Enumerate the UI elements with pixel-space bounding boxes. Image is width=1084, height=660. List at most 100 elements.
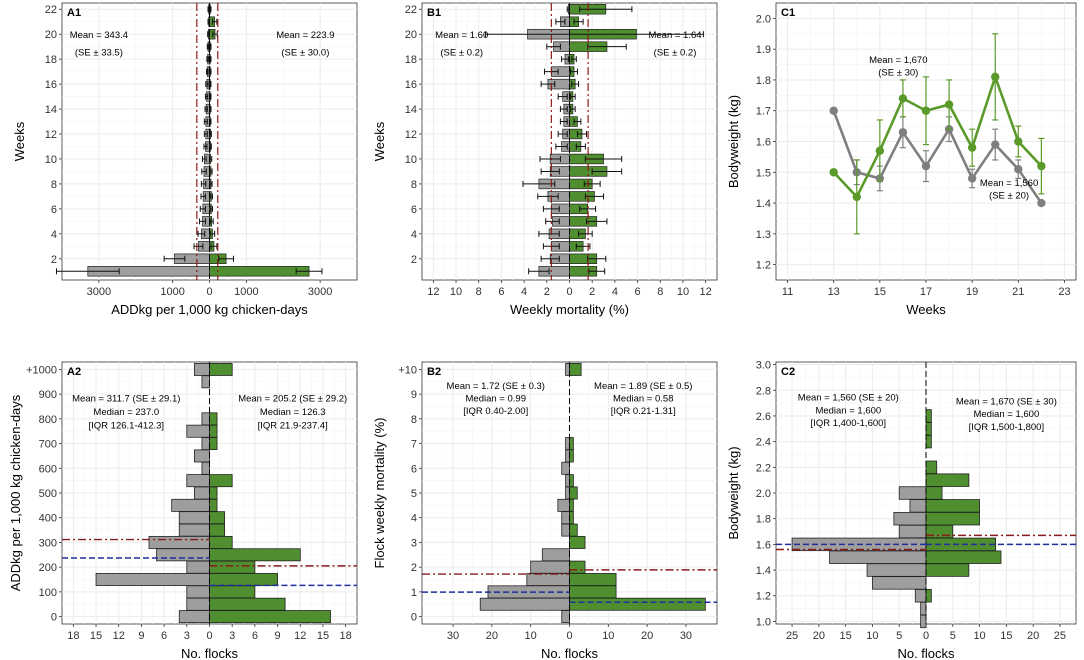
- histogram-bar-right: [925, 486, 943, 500]
- x-tick-label: 5: [950, 630, 956, 642]
- x-tick-label: 1000: [160, 286, 184, 298]
- x-tick-label: 30: [680, 630, 692, 642]
- histogram-bar-right: [569, 560, 586, 574]
- panel-a2: 18 15 12 9 6 3 0 3 6 9 12 15 18 0 100 200 300 400 500 600 70…: [8, 361, 358, 660]
- x-tick-label: 20: [486, 630, 498, 642]
- x-tick-label: 11: [782, 286, 793, 298]
- x-tick-label: 1000: [234, 286, 258, 298]
- x-tick-label: 25: [1054, 630, 1066, 642]
- histogram-bar-left: [898, 486, 927, 500]
- y-tick-label: 400: [39, 513, 57, 525]
- histogram-bar-right: [569, 523, 578, 537]
- y-axis-title: ADDkg per 1,000 kg chicken-days: [8, 394, 23, 591]
- x-tick-label: 10: [602, 630, 614, 642]
- histogram-bar-left: [186, 424, 210, 438]
- histogram-bar-left: [186, 597, 210, 611]
- histogram-bar-right: [209, 511, 226, 525]
- x-tick-label: 13: [828, 286, 840, 298]
- y-tick-label: 0: [411, 612, 417, 624]
- y-tick-label: 2: [411, 254, 417, 266]
- x-tick-label: 3000: [308, 286, 332, 298]
- y-tick-label: 2: [51, 254, 57, 266]
- y-tick-label: 20: [45, 29, 57, 41]
- y-tick-label: 1.3: [756, 229, 771, 241]
- data-point-green: [898, 94, 908, 103]
- x-tick-label: 10: [866, 630, 878, 642]
- histogram-bar-right: [569, 573, 617, 586]
- y-tick-label: 600: [39, 463, 57, 475]
- annotation: (SE ± 0.2): [654, 47, 697, 58]
- x-axis-title: No. flocks: [541, 646, 599, 660]
- histogram-bar-right: [209, 535, 233, 549]
- histogram-bar-left: [201, 375, 210, 389]
- y-tick-label: 1.5: [756, 167, 771, 179]
- y-tick-label: 2.0: [756, 13, 771, 25]
- data-point-grey: [967, 174, 977, 183]
- y-tick-label: 12: [405, 129, 417, 141]
- histogram-bar-left: [178, 523, 210, 537]
- y-tick-label: 1: [411, 587, 417, 599]
- x-tick-label: 12: [113, 630, 125, 642]
- y-tick-label: 700: [39, 439, 57, 451]
- y-tick-label: 4: [411, 229, 417, 241]
- x-tick-label: 18: [67, 630, 79, 642]
- histogram-bar-left: [561, 461, 570, 475]
- histogram-bar-left: [565, 437, 570, 451]
- annotation: Median = 0.58: [613, 394, 673, 405]
- y-tick-label: 2.0: [756, 488, 771, 500]
- histogram-bar-right: [569, 486, 578, 500]
- data-point-green: [829, 168, 838, 177]
- histogram-bar-left: [178, 511, 210, 525]
- y-tick-label: 12: [45, 129, 57, 141]
- histogram-bar-left: [479, 597, 570, 611]
- y-tick-label: 3: [411, 537, 417, 549]
- histogram-bar-left: [565, 449, 570, 463]
- x-tick-label: 10: [677, 286, 689, 298]
- x-tick-label: 3000: [87, 286, 111, 298]
- histogram-bar-left: [920, 614, 927, 629]
- histogram-bar-left: [95, 573, 210, 586]
- histogram-bar-right: [209, 523, 226, 537]
- data-point-green: [967, 143, 977, 152]
- x-tick-label: 4: [521, 286, 527, 298]
- y-tick-label: 10: [45, 154, 57, 166]
- y-tick-label: 8: [51, 179, 57, 191]
- annotation: [IQR 0.40-2.00]: [463, 406, 528, 417]
- y-tick-label: 0: [51, 612, 57, 624]
- histogram-bar-right: [925, 499, 980, 513]
- bar-right: [209, 266, 310, 277]
- annotation: Median = 1,600: [815, 405, 881, 416]
- y-tick-label: 300: [39, 537, 57, 549]
- x-axis-title: No. flocks: [181, 646, 239, 660]
- histogram-bar-right: [209, 412, 218, 426]
- annotation: Median = 0.99: [466, 394, 526, 405]
- histogram-bar-left: [557, 498, 570, 512]
- y-tick-label: 18: [45, 54, 57, 66]
- y-tick-label: 16: [405, 79, 417, 91]
- y-tick-label: 10: [405, 154, 417, 166]
- histogram-bar-right: [569, 585, 617, 599]
- y-tick-label: 14: [405, 104, 417, 116]
- histogram-bar-left: [186, 585, 210, 599]
- x-tick-label: 30: [447, 630, 459, 642]
- histogram-bar-right: [925, 511, 980, 526]
- x-tick-label: 5: [896, 630, 902, 642]
- y-tick-label: 14: [45, 104, 57, 116]
- y-axis-title: Weeks: [12, 121, 27, 161]
- annotation: (SE ± 0.2): [440, 47, 483, 58]
- annotation: Median = 126.3: [260, 407, 326, 418]
- histogram-bar-right: [925, 422, 932, 436]
- histogram-bar-left: [156, 548, 210, 562]
- histogram-bar-left: [530, 560, 570, 574]
- x-axis-title: No. flocks: [897, 646, 955, 660]
- histogram-bar-right: [209, 548, 301, 562]
- histogram-bar-left: [186, 474, 210, 488]
- annotation: (SE ± 30): [878, 67, 918, 78]
- x-tick-label: 20: [641, 630, 653, 642]
- x-tick-label: 2: [544, 286, 550, 298]
- panel-tag: B2: [427, 366, 441, 378]
- y-tick-label: 6: [411, 204, 417, 216]
- panel-a1: 3000 1000 0 1000 3000 2 4 6 8 10 12 14 16 18 20 22 Mean …: [12, 2, 358, 317]
- data-point-green: [852, 192, 861, 202]
